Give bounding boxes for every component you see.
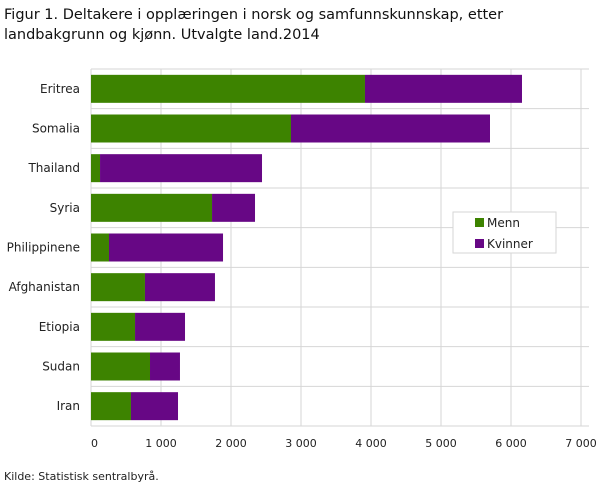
legend-label: Kvinner: [487, 237, 533, 251]
bar-segment-kvinner: [135, 312, 186, 341]
bar-segment-menn: [91, 392, 131, 421]
legend: Menn Kvinner: [452, 211, 557, 254]
bar-segment-menn: [91, 154, 101, 183]
bar-segment-menn: [91, 312, 136, 341]
bar-segment-menn: [91, 233, 109, 262]
x-tick-label: 6 000: [495, 437, 527, 450]
bar-segment-kvinner: [100, 154, 263, 183]
y-category-label: Somalia: [32, 122, 80, 136]
bar-segment-kvinner: [364, 74, 522, 103]
bar-segment-menn: [91, 352, 151, 381]
y-category-label: Syria: [50, 201, 80, 215]
x-tick-label: 2 000: [215, 437, 247, 450]
chart-title: Figur 1. Deltakere i opplæringen i norsk…: [4, 7, 504, 43]
y-category-label: Eritrea: [40, 82, 80, 96]
bar-segment-menn: [91, 273, 145, 302]
source-note: Kilde: Statistisk sentralbyrå.: [4, 470, 159, 483]
y-category-label: Afghanistan: [9, 280, 80, 294]
x-tick-label: 0: [91, 437, 98, 450]
bar-segment-kvinner: [144, 273, 215, 302]
legend-box: [452, 211, 557, 254]
x-tick-label: 5 000: [425, 437, 457, 450]
legend-label: Menn: [487, 216, 520, 230]
bar-segment-kvinner: [212, 193, 256, 222]
x-tick-label: 4 000: [355, 437, 387, 450]
bar-segment-kvinner: [150, 352, 180, 381]
x-tick-label: 7 000: [565, 437, 597, 450]
bar-segment-kvinner: [290, 114, 490, 143]
x-tick-label: 1 000: [145, 437, 177, 450]
y-category-label: Thailand: [27, 161, 80, 175]
y-category-label: Etiopia: [39, 320, 80, 334]
bar-segment-menn: [91, 74, 365, 103]
y-category-label: Iran: [57, 399, 80, 413]
x-tick-label: 3 000: [285, 437, 317, 450]
legend-swatch: [475, 239, 484, 248]
y-category-label: Philippinene: [7, 241, 80, 255]
legend-swatch: [475, 218, 484, 227]
bar-segment-menn: [91, 114, 291, 143]
bar-segment-menn: [91, 193, 213, 222]
bar-segment-kvinner: [108, 233, 224, 262]
bar-segment-kvinner: [130, 392, 179, 421]
y-category-label: Sudan: [42, 360, 80, 374]
